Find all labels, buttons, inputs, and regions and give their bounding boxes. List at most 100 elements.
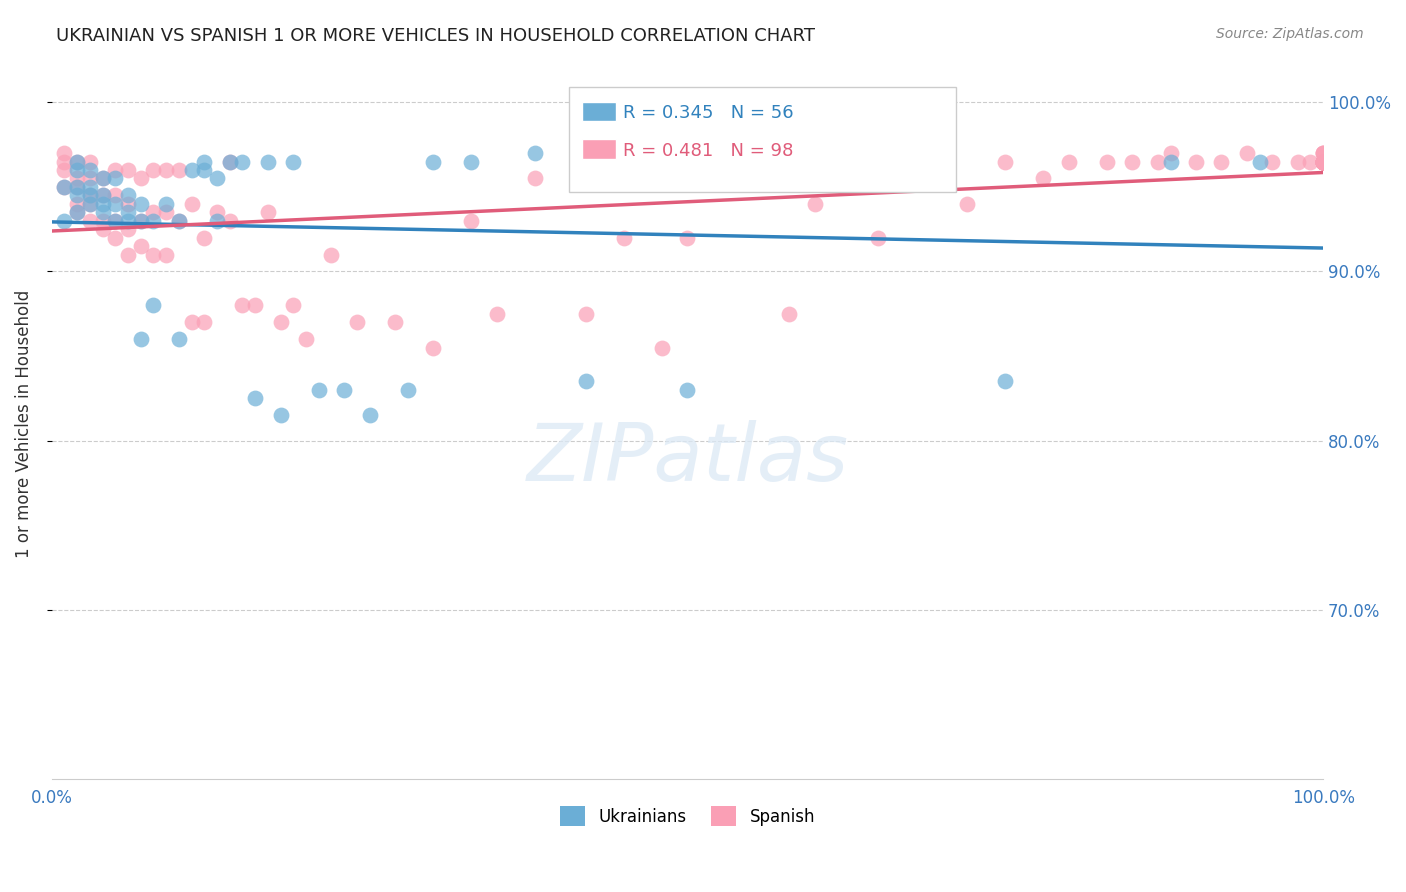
Point xyxy=(1299,154,1322,169)
Point xyxy=(1160,146,1182,161)
Point xyxy=(994,154,1017,169)
Point xyxy=(1312,154,1334,169)
Point xyxy=(117,213,139,227)
Point xyxy=(308,383,330,397)
Point xyxy=(1312,154,1334,169)
Point xyxy=(321,247,343,261)
Point xyxy=(79,171,101,186)
Point xyxy=(1312,154,1334,169)
Point xyxy=(167,163,190,178)
Point xyxy=(1312,154,1334,169)
Point xyxy=(231,298,253,312)
Point xyxy=(91,222,114,236)
Point xyxy=(218,154,240,169)
Point xyxy=(129,171,152,186)
Text: UKRAINIAN VS SPANISH 1 OR MORE VEHICLES IN HOUSEHOLD CORRELATION CHART: UKRAINIAN VS SPANISH 1 OR MORE VEHICLES … xyxy=(56,27,815,45)
Point xyxy=(129,213,152,227)
Point xyxy=(778,307,800,321)
Point xyxy=(117,188,139,202)
Point xyxy=(523,171,546,186)
Legend: Ukrainians, Spanish: Ukrainians, Spanish xyxy=(551,797,824,835)
Point xyxy=(104,213,127,227)
Point xyxy=(117,247,139,261)
Y-axis label: 1 or more Vehicles in Household: 1 or more Vehicles in Household xyxy=(15,290,32,558)
Point xyxy=(1312,154,1334,169)
Point xyxy=(1312,146,1334,161)
Point xyxy=(66,154,89,169)
Point xyxy=(129,332,152,346)
Point xyxy=(931,154,953,169)
Point xyxy=(193,315,215,329)
Point xyxy=(868,230,890,244)
Point xyxy=(142,213,165,227)
Point xyxy=(79,154,101,169)
Point xyxy=(155,247,177,261)
Point xyxy=(79,213,101,227)
Point xyxy=(180,163,202,178)
Point xyxy=(142,298,165,312)
Point xyxy=(1286,154,1309,169)
Point xyxy=(53,180,76,194)
Point xyxy=(257,205,280,219)
Point xyxy=(1147,154,1170,169)
Point xyxy=(129,239,152,253)
Point xyxy=(1095,154,1118,169)
Point xyxy=(142,247,165,261)
Point xyxy=(1057,154,1080,169)
Point xyxy=(155,205,177,219)
Point xyxy=(117,205,139,219)
Point xyxy=(626,154,648,169)
Point xyxy=(740,154,762,169)
Point xyxy=(180,197,202,211)
Point xyxy=(66,188,89,202)
Point xyxy=(104,171,127,186)
Point xyxy=(79,197,101,211)
Point xyxy=(1160,154,1182,169)
Point xyxy=(485,307,508,321)
Point xyxy=(243,298,266,312)
Point xyxy=(1312,154,1334,169)
Point xyxy=(104,213,127,227)
Point xyxy=(257,154,280,169)
Point xyxy=(283,154,305,169)
Point xyxy=(142,205,165,219)
Point xyxy=(193,163,215,178)
Point xyxy=(1312,154,1334,169)
Point xyxy=(1312,154,1334,169)
Point xyxy=(676,383,699,397)
Text: R = 0.481   N = 98: R = 0.481 N = 98 xyxy=(623,142,793,160)
Point xyxy=(523,146,546,161)
Point xyxy=(53,146,76,161)
Point xyxy=(66,171,89,186)
Point xyxy=(1211,154,1233,169)
Text: ZIPatlas: ZIPatlas xyxy=(526,420,848,499)
Point xyxy=(218,213,240,227)
Point xyxy=(1312,154,1334,169)
Point xyxy=(167,213,190,227)
Point xyxy=(828,154,851,169)
Point xyxy=(1312,154,1334,169)
Point xyxy=(994,375,1017,389)
Point xyxy=(803,197,825,211)
Point xyxy=(53,154,76,169)
Point xyxy=(359,409,381,423)
Point xyxy=(53,213,76,227)
Point xyxy=(66,163,89,178)
Point xyxy=(53,180,76,194)
Point xyxy=(155,197,177,211)
Point xyxy=(193,154,215,169)
Point xyxy=(66,197,89,211)
Point xyxy=(651,341,673,355)
Point xyxy=(142,163,165,178)
Point xyxy=(66,180,89,194)
Point xyxy=(104,188,127,202)
Point xyxy=(931,171,953,186)
Point xyxy=(193,230,215,244)
Point xyxy=(422,154,444,169)
Point xyxy=(702,171,724,186)
Point xyxy=(66,205,89,219)
Point xyxy=(180,315,202,329)
Point xyxy=(53,163,76,178)
Point xyxy=(129,213,152,227)
Point xyxy=(205,171,228,186)
